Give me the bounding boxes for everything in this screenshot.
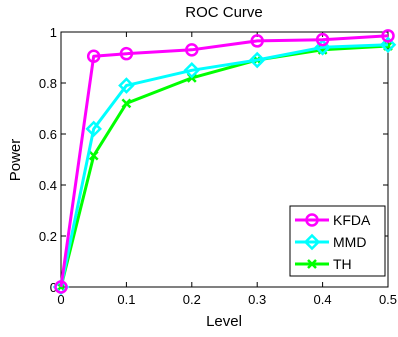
data-point-mmd bbox=[248, 51, 266, 69]
legend-item-kfda: KFDA bbox=[295, 212, 371, 228]
legend-marker-kfda bbox=[305, 213, 319, 227]
y-tick-label: 0.6 bbox=[39, 127, 57, 142]
axis-ticks: 0 0.1 0.2 0.3 0.4 0.500.20.40.60.81 bbox=[39, 25, 397, 307]
data-point-th bbox=[88, 150, 99, 161]
x-tick-label: 0.1 bbox=[117, 292, 135, 307]
series-kfda bbox=[54, 29, 395, 294]
data-point-mmd bbox=[85, 120, 102, 138]
data-point-kfda bbox=[54, 280, 68, 294]
x-tick-label: 0.4 bbox=[314, 292, 332, 307]
data-point-mmd bbox=[118, 77, 135, 94]
y-axis-label: Power bbox=[7, 139, 24, 182]
legend-label: MMD bbox=[333, 234, 366, 250]
legend-marker-mmd bbox=[303, 233, 321, 251]
series-line-mmd bbox=[59, 43, 389, 288]
x-axis-label: Level bbox=[206, 313, 242, 330]
x-tick-label: 0.3 bbox=[248, 292, 266, 307]
y-tick-label: 1 bbox=[50, 25, 57, 40]
legend-label: TH bbox=[333, 256, 352, 272]
data-point-kfda bbox=[250, 34, 264, 48]
x-tick-label: 0.2 bbox=[183, 292, 201, 307]
series-line-kfda bbox=[59, 34, 389, 288]
legend: KFDA MMD TH bbox=[289, 205, 386, 277]
data-point-th bbox=[121, 98, 132, 109]
data-point-kfda bbox=[185, 43, 199, 57]
data-point-kfda bbox=[315, 32, 330, 47]
y-tick-label: 0.4 bbox=[39, 178, 57, 193]
data-point-mmd bbox=[379, 36, 397, 54]
y-tick-label: 0.2 bbox=[39, 229, 57, 244]
data-point-kfda bbox=[381, 29, 395, 43]
data-point-kfda bbox=[86, 49, 101, 63]
legend-item-th: TH bbox=[295, 256, 352, 272]
data-point-mmd bbox=[183, 61, 201, 79]
legend-item-mmd: MMD bbox=[295, 233, 366, 251]
x-tick-label: 0.5 bbox=[379, 292, 397, 307]
y-tick-label: 0.8 bbox=[39, 76, 57, 91]
x-tick-label: 0 bbox=[57, 292, 64, 307]
legend-label: KFDA bbox=[333, 212, 371, 228]
data-point-mmd bbox=[314, 39, 331, 56]
data-point-kfda bbox=[119, 46, 134, 61]
chart-title: ROC Curve bbox=[185, 4, 263, 21]
legend-marker-th bbox=[307, 259, 317, 269]
series-layer bbox=[52, 29, 397, 296]
